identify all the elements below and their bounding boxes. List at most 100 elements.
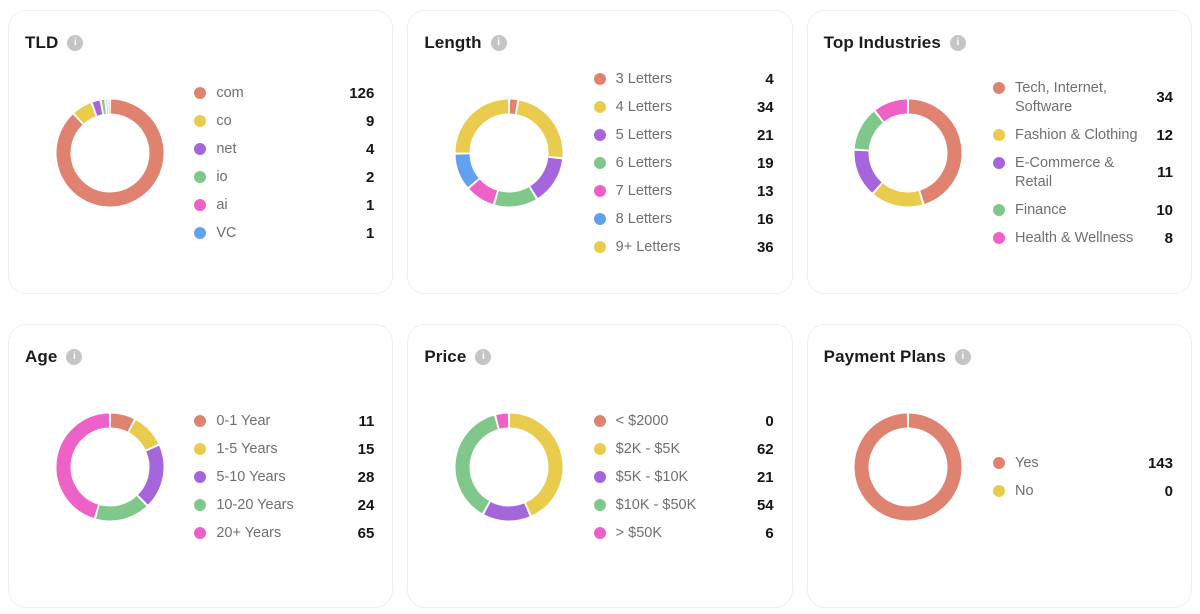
legend-value: 0 (765, 412, 774, 430)
legend-value: 1 (365, 196, 375, 214)
card-content: 0-1 Year 11 1-5 Years 15 5-10 Years 28 1… (25, 367, 374, 587)
donut-segment-8-letters[interactable] (455, 153, 479, 188)
legend-color-dot (993, 485, 1005, 497)
chart-box (25, 96, 194, 210)
legend-value: 126 (349, 84, 375, 102)
legend-item: com 126 (194, 79, 374, 107)
info-icon[interactable]: i (67, 35, 84, 51)
legend-color-dot (593, 471, 606, 483)
legend-item: 3 Letters 4 (593, 65, 774, 93)
card-content: Tech, Internet, Software 34 Fashion & Cl… (824, 53, 1173, 273)
legend-item: Yes 143 (993, 449, 1173, 477)
donut-segment-yes[interactable] (854, 413, 962, 521)
donut-segment--2k-5k[interactable] (509, 413, 563, 516)
donut-segment-6-letters[interactable] (494, 186, 536, 207)
donut-segment-com[interactable] (56, 99, 164, 207)
legend-label: VC (216, 224, 237, 241)
donut-segment-e-commerce-retail[interactable] (854, 150, 883, 193)
legend-item: E-Commerce & Retail 11 (993, 149, 1173, 196)
legend-value: 21 (756, 468, 774, 486)
legend-item: net 4 (194, 135, 374, 163)
legend-item: < $2000 0 (593, 407, 774, 435)
donut-segment-10-20-years[interactable] (95, 495, 147, 521)
legend-label: $2K - $5K (615, 440, 681, 457)
tld-donut-chart[interactable] (53, 96, 167, 210)
length-donut-chart[interactable] (452, 96, 566, 210)
chart-box (25, 410, 194, 524)
legend-label: com (216, 84, 244, 101)
donut-segment-7-letters[interactable] (469, 179, 498, 205)
donut-segment--50k[interactable] (496, 413, 509, 429)
legend-color-dot (993, 157, 1005, 169)
legend-item: 4 Letters 34 (593, 93, 774, 121)
donut-segment-1-5-years[interactable] (128, 420, 158, 451)
donut-segment-20+-years[interactable] (56, 413, 110, 519)
payment-plans-legend: Yes 143 No 0 (993, 449, 1173, 505)
legend-value: 65 (357, 524, 375, 542)
card-title: Top Industries (823, 33, 941, 52)
legend-label: 6 Letters (615, 154, 673, 171)
legend-color-dot (593, 499, 606, 511)
legend-item: $5K - $10K 21 (593, 463, 774, 491)
donut-segment-0-1-year[interactable] (110, 413, 134, 432)
info-icon[interactable]: i (475, 349, 492, 365)
donut-segment-fashion-clothing[interactable] (874, 183, 923, 207)
top-industries-donut-chart[interactable] (851, 96, 965, 210)
legend-color-dot (993, 457, 1005, 469)
card-content: 3 Letters 4 4 Letters 34 5 Letters 21 6 … (424, 53, 774, 273)
legend-label: $10K - $50K (615, 496, 697, 513)
legend-item: Tech, Internet, Software 34 (993, 74, 1173, 121)
legend-value: 0 (1164, 482, 1173, 500)
legend-item: 7 Letters 13 (593, 177, 774, 205)
donut-segment-net[interactable] (92, 100, 103, 116)
legend-color-dot (194, 227, 207, 239)
chart-box (824, 96, 993, 210)
card-content: Yes 143 No 0 (824, 367, 1173, 587)
price-card: Price i < $2000 0 $2K - $5K 62 $5K - $10… (407, 324, 793, 608)
donut-segment-tech-internet-software[interactable] (908, 99, 962, 204)
legend-value: 34 (756, 98, 774, 116)
top-industries-card: Top Industries i Tech, Internet, Softwar… (806, 10, 1192, 294)
donut-segment-finance[interactable] (855, 111, 884, 151)
legend-item: 8 Letters 16 (593, 205, 774, 233)
legend-value: 143 (1147, 454, 1173, 472)
legend-label: ai (216, 196, 228, 213)
legend-value: 10 (1156, 201, 1173, 219)
legend-color-dot (194, 199, 207, 211)
legend-label: Fashion & Clothing (1015, 126, 1138, 143)
legend-item: io 2 (194, 163, 374, 191)
legend-value: 19 (756, 154, 774, 172)
info-icon[interactable]: i (66, 349, 83, 365)
card-content: com 126 co 9 net 4 io 2 ai 1 VC 1 (25, 53, 374, 273)
info-icon[interactable]: i (490, 35, 507, 51)
legend-label: < $2000 (615, 412, 669, 429)
legend-value: 11 (358, 412, 375, 430)
donut-segment-9+-letters[interactable] (455, 99, 509, 153)
donut-segment-5-10-years[interactable] (137, 445, 164, 505)
legend-color-dot (593, 157, 606, 169)
age-donut-chart[interactable] (53, 410, 167, 524)
info-icon[interactable]: i (949, 35, 966, 51)
donut-segment-health-wellness[interactable] (875, 99, 908, 122)
legend-label: $5K - $10K (615, 468, 689, 485)
donut-segment-5-letters[interactable] (530, 157, 563, 199)
legend-label: Health & Wellness (1015, 229, 1134, 246)
donut-segment-co[interactable] (74, 103, 96, 124)
donut-segment-4-letters[interactable] (516, 100, 563, 158)
legend-label: 7 Letters (615, 182, 673, 199)
price-donut-chart[interactable] (452, 410, 566, 524)
legend-label: E-Commerce & Retail (1015, 154, 1115, 190)
legend-label: 20+ Years (216, 524, 282, 541)
donut-segment--10k-50k[interactable] (455, 415, 499, 514)
legend-item: 6 Letters 19 (593, 149, 774, 177)
legend-color-dot (593, 241, 606, 253)
donut-segment-3-letters[interactable] (509, 99, 518, 114)
legend-value: 21 (756, 126, 774, 144)
tld-card: TLD i com 126 co 9 net 4 io 2 ai 1 VC 1 (8, 10, 394, 294)
payment-plans-donut-chart[interactable] (851, 410, 965, 524)
info-icon[interactable]: i (954, 349, 971, 365)
donut-segment--5k-10k[interactable] (484, 501, 530, 521)
legend-color-dot (194, 499, 207, 511)
legend-value: 24 (357, 496, 375, 514)
